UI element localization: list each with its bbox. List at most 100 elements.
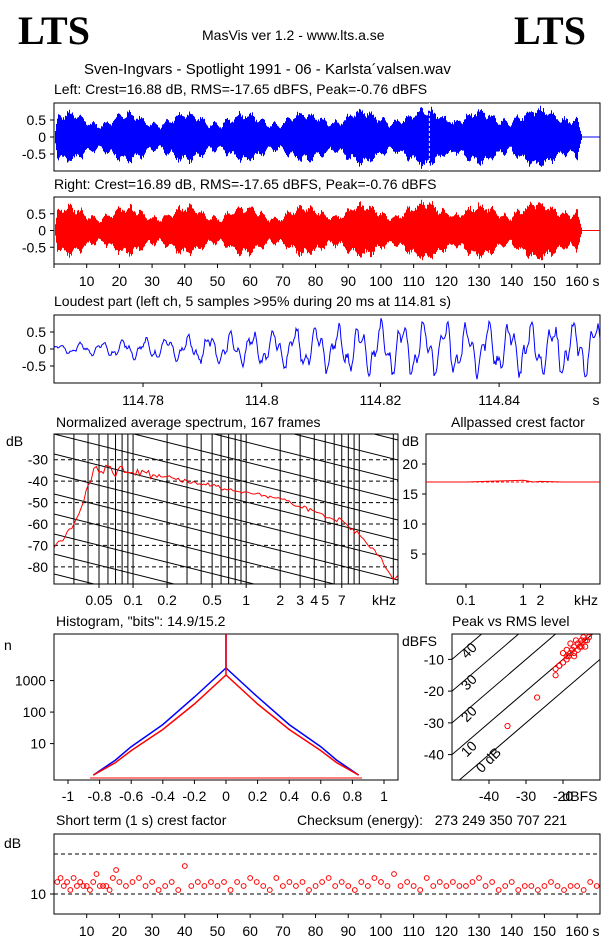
crest-point (306, 887, 312, 893)
right-waveform-xtick-label: 90 (340, 273, 356, 289)
right-waveform-title: Right: Crest=16.89 dB, RMS=-17.65 dBFS, … (54, 176, 437, 192)
crest-point (541, 883, 548, 889)
peak-rms-point (534, 694, 541, 701)
spectrum-ytick-label: -60 (28, 516, 48, 532)
crest-point (508, 879, 515, 885)
right-waveform-ytick-label: -0.5 (22, 239, 46, 255)
left-waveform-title: Left: Crest=16.88 dB, RMS=-17.65 dBFS, P… (54, 81, 428, 97)
peak-rms-point (559, 659, 567, 666)
crest-point (469, 879, 476, 885)
left-waveform-ytick-label: 0 (38, 129, 46, 145)
crest-ytick-label: 10 (30, 886, 46, 902)
crest-point (142, 883, 149, 889)
crest-point (162, 883, 169, 889)
crest-point (410, 883, 417, 889)
crest-point (253, 879, 260, 885)
peak-rms-point (583, 637, 591, 644)
spectrum-slope-line (54, 294, 398, 380)
crest-point (548, 879, 554, 885)
histogram-xtick-label: -0.6 (119, 788, 143, 804)
histogram-xtick-label: 0.4 (279, 788, 299, 804)
histogram-title: Histogram, "bits": 14.9/15.2 (56, 613, 226, 629)
checksum: Checksum (energy): 273 249 350 707 221 (297, 812, 567, 828)
crest-point (397, 883, 404, 889)
crest-xtick-label: 110 (402, 923, 425, 939)
allpass-title: Allpassed crest factor (451, 414, 585, 430)
histogram-ylabel: n (4, 637, 12, 653)
loudest-xtick-label: 114.84 (478, 392, 520, 408)
peak-rms-point (585, 634, 593, 641)
spectrum-ytick-label: -70 (28, 537, 48, 553)
right-waveform-xtick-label: 60 (242, 273, 258, 289)
spectrum-slope-line (54, 513, 337, 584)
crest-point (73, 883, 80, 889)
peak-rms-point (504, 722, 511, 730)
crest-point (194, 879, 201, 885)
crest-point (67, 887, 74, 893)
crest-xtick-label: 140 (500, 923, 524, 939)
crest-xtick-label: 70 (275, 923, 291, 939)
allpass-trace (426, 479, 600, 483)
peak-rms-diagonal (452, 634, 557, 724)
crest-ylabel: dB (4, 835, 21, 851)
allpass-xtick-label: 0.1 (456, 592, 476, 608)
peak-rms-point (552, 672, 559, 679)
right-waveform-ytick-label: 0.5 (27, 206, 47, 222)
right-waveform-xtick-label: 20 (112, 273, 128, 289)
right-waveform-xtick-label: 30 (144, 273, 160, 289)
app-title: MasVis ver 1.2 - www.lts.a.se (202, 27, 385, 43)
crest-point (214, 883, 221, 889)
crest-point (574, 883, 581, 889)
crest-point (106, 887, 113, 893)
crest-point (443, 883, 450, 889)
peak-rms-diagonal-label: 40 (458, 639, 480, 661)
crest-point (364, 883, 371, 889)
histogram-xtick-label: -1 (62, 788, 75, 804)
histogram-xtick-label: -0.4 (151, 788, 175, 804)
crest-xtick-label: 150 (533, 923, 557, 939)
crest-point (338, 879, 345, 885)
crest-point (561, 887, 567, 893)
crest-point (351, 887, 358, 893)
crest-point (580, 887, 587, 893)
right-waveform-xunit: s (593, 273, 600, 289)
crest-point (136, 875, 142, 881)
crest-point (260, 883, 267, 889)
peak-rms-point (578, 643, 585, 650)
peak-rms-ylabel: dBFS (402, 633, 437, 649)
allpass-xtick-label: 2 (537, 592, 545, 608)
peak-rms-point (582, 643, 589, 650)
crest-point (77, 879, 84, 885)
peak-rms-point (567, 649, 574, 657)
crest-point (90, 879, 97, 885)
crest-point (279, 883, 286, 889)
allpass-ytick-label: 10 (402, 516, 418, 532)
right-waveform-xtick-label: 110 (402, 273, 425, 289)
crest-xtick-label: 160 (565, 923, 589, 939)
crest-point (87, 887, 93, 893)
crest-point (175, 887, 182, 893)
peak-rms-point (574, 640, 581, 647)
histogram-xtick-label: -0.2 (182, 788, 206, 804)
crest-point (345, 883, 352, 889)
crest-xtick-label: 90 (340, 923, 356, 939)
crest-xtick-label: 60 (242, 923, 258, 939)
peak-rms-diagonal-label: 10 (458, 737, 480, 759)
spectrum-trace (54, 464, 398, 581)
crest-point (188, 883, 195, 889)
spectrum-slope-line (54, 553, 177, 584)
left-waveform-trace (55, 105, 583, 169)
crest-xtick-label: 100 (369, 923, 393, 939)
peak-rms-ytick-label: -30 (424, 715, 444, 731)
right-waveform-xtick-label: 120 (435, 273, 459, 289)
crest-point (109, 875, 116, 881)
peak-rms-point (571, 649, 578, 657)
histogram-ytick-label: 100 (23, 704, 47, 720)
crest-point (384, 883, 391, 889)
spectrum-slope-line (54, 674, 398, 760)
crest-point (528, 883, 535, 889)
crest-point (96, 883, 103, 889)
allpass-ytick-label: 20 (402, 456, 418, 472)
spectrum-frame (53, 433, 399, 585)
spectrum-slope-line (54, 533, 257, 584)
